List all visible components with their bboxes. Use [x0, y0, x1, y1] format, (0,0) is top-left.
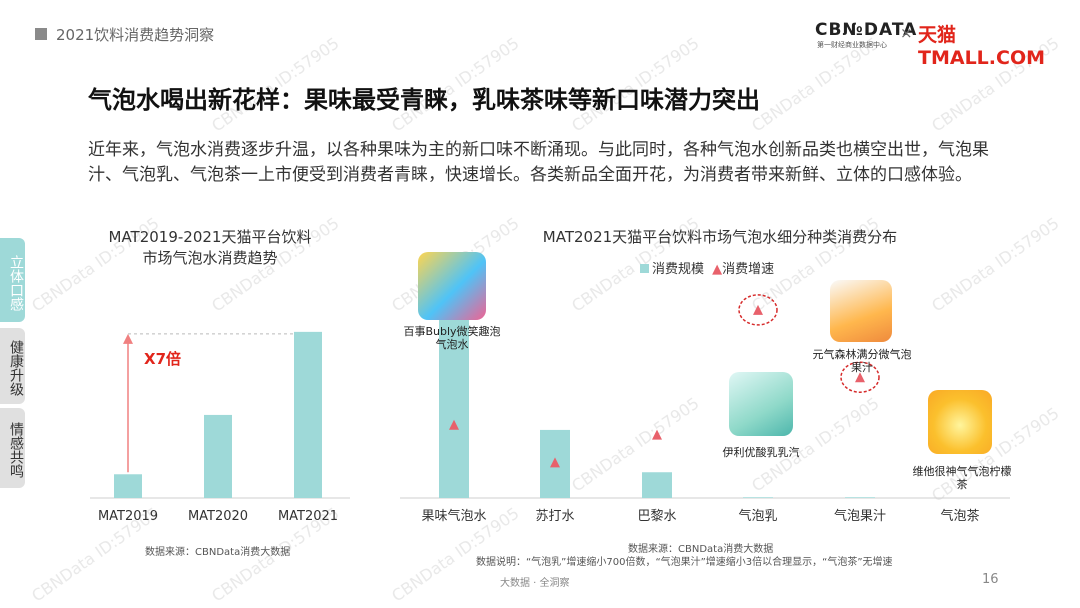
right-chart-tick-label: 巴黎水: [637, 509, 676, 524]
sparkling-water-cans-icon: [418, 252, 486, 320]
size-bar: [845, 497, 875, 498]
left-chart-bar: [114, 474, 142, 498]
right-chart-tick-label: 气泡乳: [738, 508, 777, 524]
growth-triangle: [449, 419, 459, 430]
side-tab-health[interactable]: 健康升级: [0, 328, 25, 404]
right-chart-legend: 消费规模 ▲消费增速: [640, 258, 774, 277]
tmall-logo: 天猫TMALL.COM: [918, 24, 1046, 69]
page-headline: 气泡水喝出新花样：果味最受青睐，乳味茶味等新口味潜力突出: [88, 86, 760, 114]
product-label-vita: 维他很神气气泡柠檬茶: [912, 465, 1012, 491]
juice-bottle-icon: [830, 280, 892, 342]
growth-annotation: X7倍: [144, 350, 181, 368]
legend-triangle-label: 消费增速: [722, 262, 775, 277]
size-bar: [642, 472, 672, 498]
right-chart-note: 数据说明：“气泡乳”增速缩小700倍数，“气泡果汁”增速缩小3倍以合理显示，“气…: [476, 557, 893, 568]
section-marker: [35, 28, 47, 40]
left-chart-bar: [204, 414, 232, 498]
intro-paragraph: 近年来，气泡水消费逐步升温，以各种果味为主的新口味不断涌现。与此同时，各种气泡水…: [88, 140, 989, 185]
left-chart-tick-label: MAT2019: [98, 509, 158, 524]
cbndata-logo: CB№DATA: [815, 20, 918, 40]
product-label-genki: 元气森林满分微气泡果汁: [812, 348, 912, 374]
highlight-dashed-circle: [738, 294, 778, 326]
legend-triangle-icon: ▲: [712, 262, 723, 277]
milk-soda-cans-icon: [729, 372, 793, 436]
right-chart-title: MAT2021天猫平台饮料市场气泡水细分种类消费分布: [542, 228, 898, 246]
left-chart-title: MAT2019-2021天猫平台饮料 市场气泡水消费趋势: [80, 226, 340, 268]
right-chart-tick-label: 气泡茶: [940, 508, 979, 524]
logo-separator: ×: [900, 24, 913, 42]
left-chart-bar: [294, 331, 322, 498]
growth-triangle: [550, 457, 560, 468]
right-bar-chart: 果味气泡水 苏打水 巴黎水 气泡乳 气泡果汁 气泡茶: [400, 294, 1010, 524]
left-chart-source: 数据来源：CBNData消费大数据: [145, 547, 291, 558]
size-bar: [743, 497, 773, 498]
left-chart-title-line2: 市场气泡水消费趋势: [142, 249, 278, 267]
left-chart-tick-label: MAT2021: [278, 509, 338, 524]
growth-triangle: [855, 372, 865, 383]
left-chart-tick-label: MAT2020: [188, 509, 248, 524]
growth-triangle: [753, 304, 763, 315]
highlight-dashed-circle: [840, 361, 880, 393]
left-bar-chart: MAT2019 MAT2020 MAT2021 X7倍: [90, 331, 350, 524]
right-chart-tick-label: 苏打水: [535, 508, 574, 524]
legend-bar-swatch: [640, 264, 649, 273]
side-tab-emotion[interactable]: 情感共鸣: [0, 408, 25, 488]
right-chart-tick-label: 气泡果汁: [834, 508, 886, 524]
product-label-bubly: 百事Bubly微笑趣泡气泡水: [403, 325, 501, 351]
right-chart-source: 数据来源：CBNData消费大数据: [628, 544, 774, 555]
size-bar: [439, 314, 469, 498]
page-number: 16: [982, 572, 999, 587]
cbndata-logo-subtitle: 第一财经商业数据中心: [817, 41, 887, 49]
growth-triangle: [652, 429, 662, 440]
side-tab-3d-taste[interactable]: 立体口感: [0, 238, 25, 322]
footer-tagline: 大数据 · 全洞察: [500, 578, 570, 589]
lemon-tea-icon: [928, 390, 992, 454]
growth-arrow-head: [123, 333, 133, 344]
left-chart-title-line1: MAT2019-2021天猫平台饮料: [108, 228, 312, 246]
right-chart-tick-label: 果味气泡水: [421, 508, 486, 524]
legend-bar-label: 消费规模: [652, 262, 705, 277]
section-title: 2021饮料消费趋势洞察: [56, 26, 215, 44]
product-label-yili: 伊利优酸乳乳汽: [722, 446, 800, 459]
